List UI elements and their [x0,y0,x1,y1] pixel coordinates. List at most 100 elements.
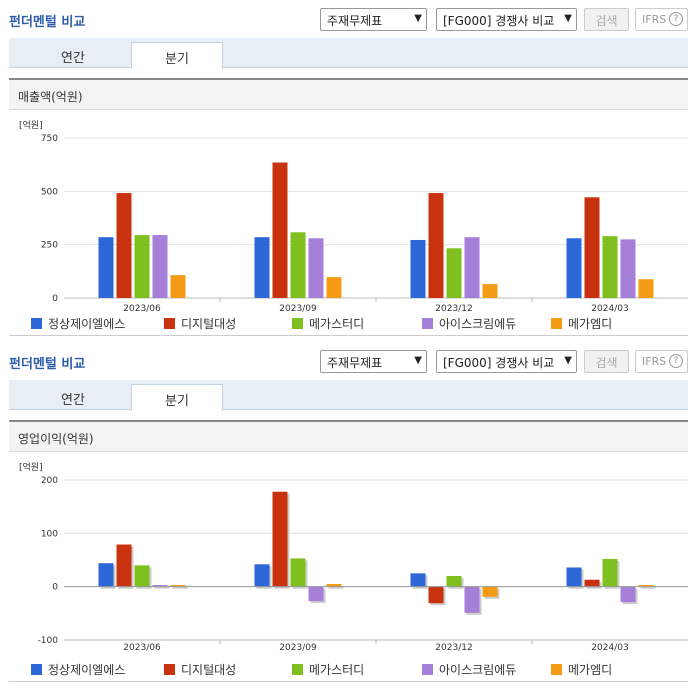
section-title: 펀더멘털 비교 [9,15,86,30]
legend-item[interactable]: 메가스터디 [292,315,364,332]
bar-아이스크림에듀-2023/12 [464,586,480,613]
chevron-down-icon: ▼ [414,13,422,24]
x-tick-label: 2023/09 [279,304,317,314]
bar-아이스크림에듀-2023/12 [464,237,480,298]
x-tick-label: 2023/06 [123,643,161,653]
legend-item[interactable]: 정상제이엘에스 [31,315,125,332]
legend-item[interactable]: 아이스크림에듀 [422,315,516,332]
legend-item[interactable]: 메가엠디 [551,661,612,678]
bar-정상제이엘에스-2023/12 [410,239,426,298]
revenue-chart: 0 250 500 750 2023/06 2023/09 2023/12 2024/03 [41,134,688,314]
operating-profit-chart-box: 영업이익(억원) [억원] -100 0 100 200 2023/06 2023/09 2… [9,420,688,682]
comparison-group-select[interactable]: [FG000] 경쟁사 비교 ▼ [436,8,577,31]
fundamental-section-1: 펀더멘털 비교 주재무제표 ▼ [FG000] 경쟁사 비교 ▼ 검색 IFRS… [0,0,696,340]
bar-디지털대성-2023/06 [116,193,132,298]
help-icon[interactable]: ? [669,12,683,26]
tab-annual[interactable]: 연간 [61,51,85,66]
period-tabs: 연간 분기 [9,380,688,411]
ifrs-button[interactable]: IFRS ? [635,350,688,373]
bar-디지털대성-2023/09 [272,162,288,298]
tab-quarterly[interactable]: 분기 [131,42,223,69]
y-tick-label: 0 [52,583,58,593]
y-tick-label: 250 [41,241,58,251]
bar-정상제이엘에스-2023/06 [98,237,114,298]
legend-item[interactable]: 정상제이엘에스 [31,661,125,678]
legend-item[interactable]: 디지털대성 [164,661,236,678]
bar-정상제이엘에스-2023/09 [254,564,270,587]
legend-swatch [292,664,303,675]
y-tick-label: 750 [41,134,58,144]
bar-아이스크림에듀-2023/06 [152,585,168,587]
ifrs-label: IFRS [642,355,667,368]
chart-legend: 정상제이엘에스 디지털대성 메가스터디 아이스크림에듀 메가엠디 [9,315,688,333]
y-tick-label: 0 [52,294,58,304]
legend-item[interactable]: 디지털대성 [164,315,236,332]
bar-shadow [328,586,344,589]
x-tick-label: 2023/12 [435,643,472,653]
statement-type-select[interactable]: 주재무제표 ▼ [320,350,427,373]
bar-아이스크림에듀-2023/06 [152,235,168,298]
chart-legend: 정상제이엘에스 디지털대성 메가스터디 아이스크림에듀 메가엠디 [9,661,688,679]
legend-label: 아이스크림에듀 [439,663,517,677]
legend-label: 메가엠디 [568,663,613,677]
legend-label: 정상제이엘에스 [48,317,126,331]
legend-item[interactable]: 메가엠디 [551,315,612,332]
bar-메가엠디-2023/06 [170,585,186,587]
ifrs-button[interactable]: IFRS ? [635,8,688,31]
legend-swatch [31,664,42,675]
help-icon[interactable]: ? [669,354,683,368]
y-tick-label: 200 [41,476,58,486]
bar-디지털대성-2024/03 [584,579,600,587]
legend-label: 디지털대성 [181,663,237,677]
statement-type-select[interactable]: 주재무제표 ▼ [320,8,427,31]
y-tick-label: 100 [41,529,58,539]
chevron-down-icon: ▼ [414,355,422,366]
period-tabs: 연간 분기 [9,38,688,69]
legend-label: 메가스터디 [309,317,365,331]
legend-swatch [422,318,433,329]
y-tick-label: 500 [41,187,58,197]
legend-swatch [164,664,175,675]
comparison-group-value: [FG000] 경쟁사 비교 [443,14,555,28]
bar-정상제이엘에스-2024/03 [566,238,582,298]
bar-메가엠디-2023/09 [326,277,342,298]
bar-메가스터디-2023/12 [446,248,462,298]
bar-아이스크림에듀-2023/09 [308,238,324,298]
tab-quarterly[interactable]: 분기 [131,384,223,411]
section-header: 펀더멘털 비교 주재무제표 ▼ [FG000] 경쟁사 비교 ▼ 검색 IFRS… [0,342,696,378]
bar-shadow [640,587,656,589]
section-header: 펀더멘털 비교 주재무제표 ▼ [FG000] 경쟁사 비교 ▼ 검색 IFRS… [0,0,696,36]
bar-메가엠디-2024/03 [638,279,654,298]
chevron-down-icon: ▼ [564,13,572,24]
bar-shadow [172,587,188,589]
legend-label: 정상제이엘에스 [48,663,126,677]
bar-정상제이엘에스-2023/09 [254,237,270,298]
operating-profit-chart: -100 0 100 200 2023/06 2023/09 2023/12 2024/03 [38,476,688,653]
search-button[interactable]: 검색 [584,350,629,373]
bar-메가스터디-2023/09 [290,558,306,587]
ifrs-label: IFRS [642,13,667,26]
bar-정상제이엘에스-2024/03 [566,567,582,587]
legend-label: 메가엠디 [568,317,613,331]
comparison-group-value: [FG000] 경쟁사 비교 [443,356,555,370]
chart-title: 매출액(억원) [18,90,83,104]
revenue-chart-box: 매출액(억원) [억원] 0 250 500 750 2023/06 2023/09 202… [9,78,688,336]
chevron-down-icon: ▼ [564,355,572,366]
legend-item[interactable]: 메가스터디 [292,661,364,678]
comparison-group-select[interactable]: [FG000] 경쟁사 비교 ▼ [436,350,577,373]
bar-메가엠디-2023/12 [482,586,498,597]
tab-annual[interactable]: 연간 [61,393,85,408]
search-button[interactable]: 검색 [584,8,629,31]
chart-header: 매출액(억원) [9,80,688,110]
bar-메가스터디-2024/03 [602,236,618,298]
x-tick-label: 2024/03 [591,643,628,653]
legend-item[interactable]: 아이스크림에듀 [422,661,516,678]
bar-디지털대성-2023/09 [272,491,288,587]
legend-swatch [164,318,175,329]
bar-메가스터디-2023/12 [446,576,462,587]
legend-swatch [422,664,433,675]
bar-디지털대성-2023/06 [116,544,132,587]
bar-디지털대성-2023/12 [428,193,444,298]
legend-label: 메가스터디 [309,663,365,677]
legend-swatch [292,318,303,329]
